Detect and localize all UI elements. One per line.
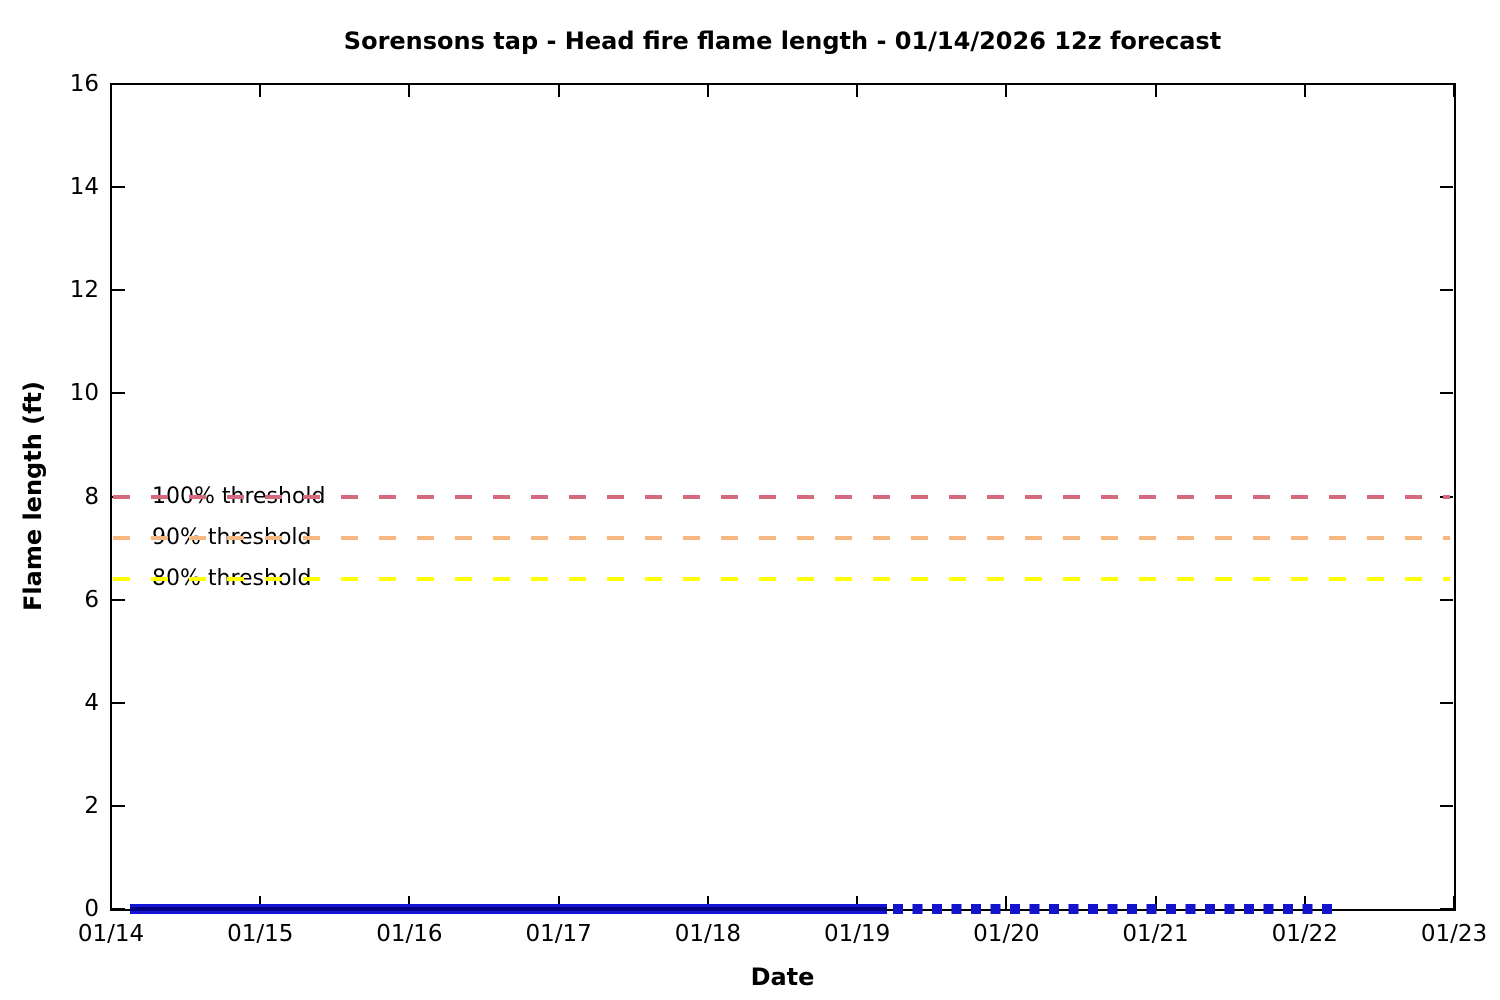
y-major-tick-right [1440,186,1453,189]
chart-title: Sorensons tap - Head fire flame length -… [343,27,1222,55]
x-major-tick-bottom [110,896,112,909]
x-tick-label: 01/16 [376,921,443,947]
x-major-tick-bottom [408,896,411,909]
x-major-tick-top [706,85,709,97]
y-tick-label: 12 [69,277,99,304]
y-major-tick-right [1440,701,1453,704]
y-tick-label: 16 [69,71,99,97]
x-tick-label: 01/18 [674,921,742,947]
x-major-tick-top [856,85,859,97]
flame-length-series-dashed [892,904,1334,914]
x-major-tick-top [1005,85,1008,97]
x-major-tick-bottom [706,896,709,909]
y-major-tick-left [112,701,125,704]
x-major-tick-top [408,85,411,97]
x-major-tick-top [1453,85,1455,97]
y-tick-label: 14 [69,174,99,201]
x-major-tick-bottom [1154,896,1157,909]
y-major-tick-left [112,908,125,910]
y-major-tick-right [1440,83,1453,85]
x-major-tick-bottom [557,896,560,909]
x-major-tick-bottom [259,896,262,909]
x-axis-title: Date [750,963,815,991]
x-major-tick-top [557,85,560,97]
flame-length-series-solid [130,904,887,914]
x-tick-label: 01/14 [77,921,145,947]
x-major-tick-top [110,85,112,97]
x-tick-label: 01/21 [1122,921,1189,947]
y-major-tick-left [112,83,125,85]
y-major-tick-left [112,804,125,807]
y-tick-label: 0 [84,896,99,922]
y-major-tick-right [1440,598,1453,601]
x-tick-label: 01/17 [525,921,592,947]
x-tick-label: 01/23 [1420,921,1488,947]
x-tick-label: 01/19 [823,921,891,947]
x-major-tick-bottom [1005,896,1008,909]
x-major-tick-top [259,85,262,97]
y-major-tick-right [1440,804,1453,807]
x-major-tick-bottom [1303,896,1306,909]
y-major-tick-right [1440,289,1453,292]
y-tick-label: 6 [84,586,99,613]
x-tick-label: 01/15 [227,921,294,947]
y-major-tick-left [112,186,125,189]
x-major-tick-top [1154,85,1157,97]
y-tick-label: 2 [84,792,99,819]
y-tick-label: 10 [69,380,99,407]
x-tick-label: 01/22 [1271,921,1338,947]
x-major-tick-bottom [1453,896,1455,909]
threshold-line [113,494,1450,499]
x-major-tick-top [1303,85,1306,97]
x-tick-label: 01/20 [973,921,1040,947]
y-major-tick-right [1440,392,1453,395]
y-major-tick-right [1440,908,1453,910]
y-major-tick-left [112,289,125,292]
x-major-tick-bottom [856,896,859,909]
threshold-line [113,577,1450,581]
y-tick-label: 4 [84,689,99,716]
y-tick-label: 8 [84,483,99,510]
threshold-line [113,535,1450,540]
y-major-tick-left [112,392,125,395]
y-major-tick-left [112,598,125,601]
